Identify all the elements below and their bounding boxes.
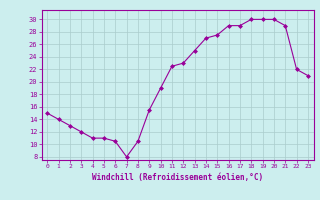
X-axis label: Windchill (Refroidissement éolien,°C): Windchill (Refroidissement éolien,°C)	[92, 173, 263, 182]
